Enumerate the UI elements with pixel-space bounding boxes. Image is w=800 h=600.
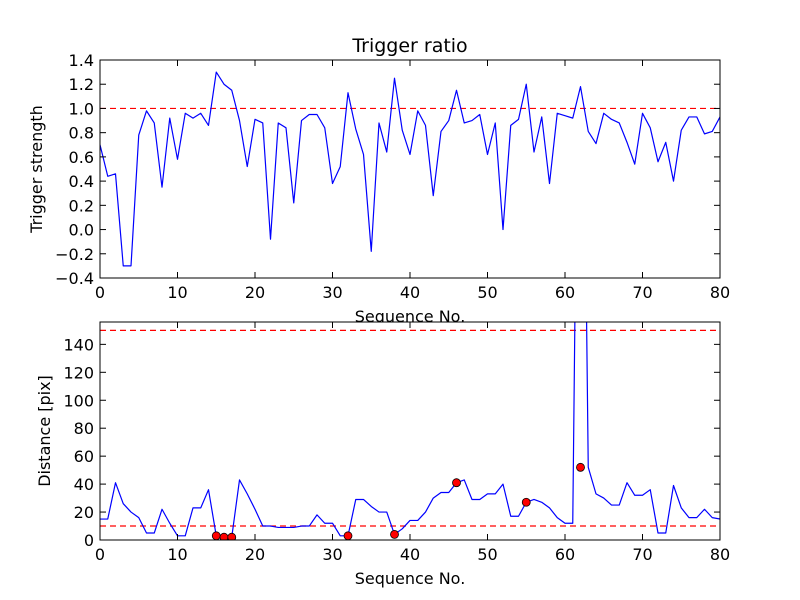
y-tick-label: 100 — [63, 391, 94, 410]
x-axis-label: Sequence No. — [355, 307, 466, 326]
trigger-ratio-plot: Trigger ratio Trigger strength Sequence … — [27, 35, 730, 326]
x-tick-label: 70 — [632, 283, 652, 302]
y-tick-label: 0 — [84, 531, 94, 550]
y-tick-label: −0.4 — [55, 269, 94, 288]
y-tick-label: 1.4 — [69, 51, 94, 70]
y-tick-label: 0.8 — [69, 124, 94, 143]
x-tick-label: 50 — [477, 545, 497, 564]
y-axis-label: Distance [pix] — [35, 375, 54, 487]
y-tick-label: 80 — [74, 419, 94, 438]
plot-title: Trigger ratio — [351, 35, 467, 57]
y-axis-label: Trigger strength — [27, 105, 46, 234]
x-tick-label: 0 — [95, 545, 105, 564]
x-tick-label: 20 — [245, 283, 265, 302]
y-tick-label: 40 — [74, 475, 94, 494]
y-tick-label: 120 — [63, 363, 94, 382]
y-tick-label: −0.2 — [55, 245, 94, 264]
data-point — [452, 478, 461, 488]
x-tick-label: 60 — [555, 283, 575, 302]
x-tick-label: 30 — [322, 283, 342, 302]
distance-plot: Distance [pix] Sequence No. 0 10 20 30 40 50 6… — [35, 321, 730, 588]
x-tick-label: 80 — [710, 283, 730, 302]
series-line — [100, 71, 720, 267]
x-tick-label: 80 — [710, 545, 730, 564]
x-tick-label: 60 — [555, 545, 575, 564]
x-tick-label: 30 — [322, 545, 342, 564]
plot-area — [100, 60, 720, 278]
data-point — [211, 531, 221, 540]
data-point — [521, 497, 531, 507]
x-axis-label: Sequence No. — [355, 569, 466, 588]
plot-area — [100, 322, 720, 540]
y-tick-label: 20 — [74, 503, 94, 522]
x-tick-label: 10 — [167, 283, 187, 302]
data-point — [227, 532, 237, 540]
y-tick-label: 1.2 — [69, 75, 94, 94]
x-tick-label: 10 — [167, 545, 187, 564]
x-tick-label: 0 — [95, 283, 105, 302]
data-point — [390, 530, 399, 539]
y-tick-label: 0.0 — [69, 221, 94, 240]
x-tick-label: 40 — [400, 545, 420, 564]
data-point — [576, 462, 585, 472]
y-tick-label: 1.0 — [69, 99, 94, 118]
y-tick-label: 0.2 — [69, 196, 94, 215]
y-tick-label: 0.4 — [69, 172, 94, 191]
y-tick-label: 60 — [74, 447, 94, 466]
y-tick-label: 140 — [63, 335, 94, 354]
y-tick-label: 0.6 — [69, 148, 94, 167]
data-point — [343, 531, 353, 540]
series-line — [100, 322, 720, 538]
x-tick-label: 40 — [400, 283, 420, 302]
x-tick-label: 70 — [632, 545, 652, 564]
x-tick-label: 20 — [245, 545, 265, 564]
x-tick-label: 50 — [477, 283, 497, 302]
